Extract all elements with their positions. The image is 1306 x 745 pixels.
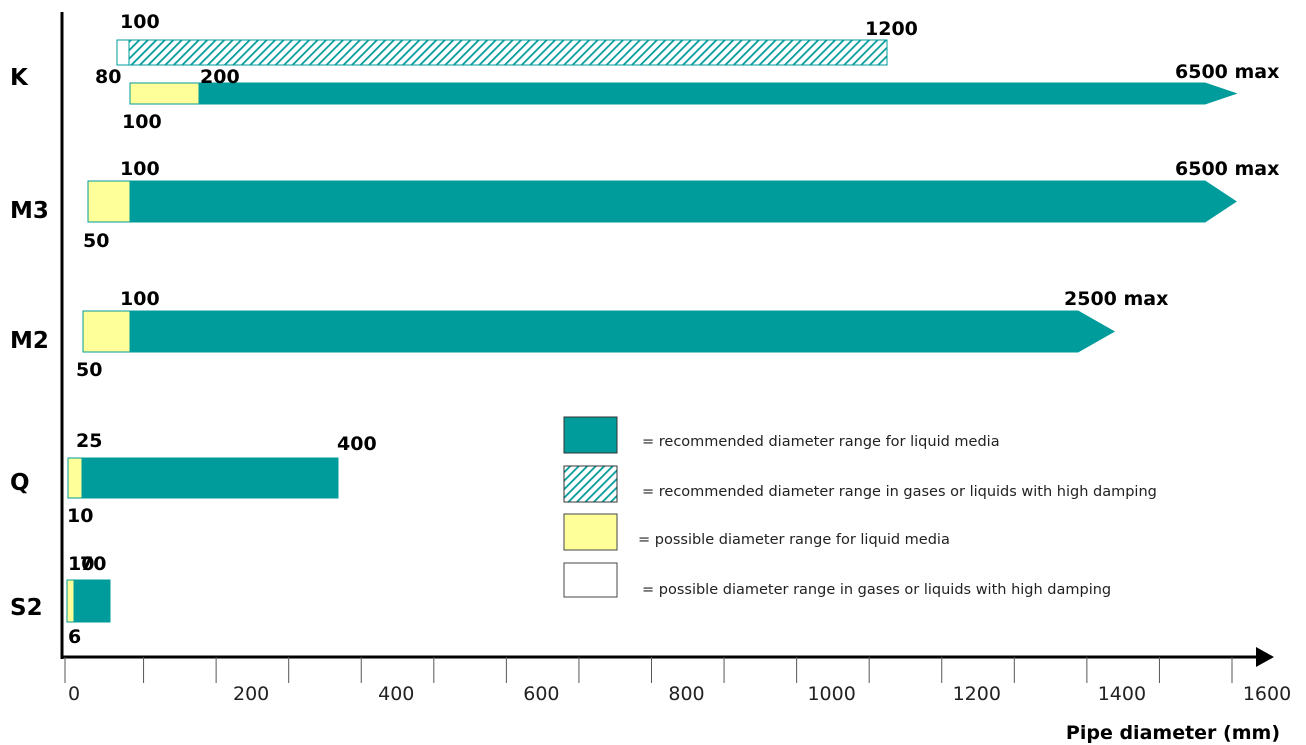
data-label: 200 [200,66,240,88]
series-m2: M2 100 50 2500 max [10,288,1168,381]
series-k: 80 200 100 6500 max [95,61,1279,133]
data-label: 50 [83,230,109,252]
category-label: S2 [10,595,43,621]
legend-label: = possible diameter range in gases or li… [642,582,1111,598]
series-q: Q 25 400 10 [10,430,377,527]
data-label: 100 [120,288,160,310]
data-label: 25 [76,430,102,452]
bar-segment-recommended [81,457,339,499]
data-label: 400 [337,433,377,455]
bar-segment-recommended [129,310,1116,353]
data-label: 100 [120,158,160,180]
legend-swatch-gas_recommended [563,465,618,503]
x-tick-label: 600 [523,683,559,705]
data-label: 10 [68,553,94,575]
series-m3: M3 100 50 6500 max [10,158,1279,252]
bar-segment-recommended [129,180,1237,223]
x-axis-arrowhead [1256,647,1274,667]
legend-swatch-gas_possible [563,562,618,598]
bar-segment-possible [129,82,200,105]
legend-item: = recommended diameter range in gases or… [563,465,1157,503]
legend-item: = possible diameter range for liquid med… [563,513,950,551]
series-k: K 100 1200 [10,11,918,91]
x-tick-label: 1400 [1098,683,1146,705]
bar-segment-gas_possible [116,39,130,66]
bar-segment-recommended [198,82,1238,105]
legend-label: = possible diameter range for liquid med… [638,532,950,548]
data-label: 6 [68,626,81,648]
category-label: M3 [10,198,49,224]
legend-item: = recommended diameter range for liquid … [563,416,1000,454]
legend-swatch-possible [563,513,618,551]
x-tick-label: 200 [233,683,269,705]
x-tick-label: 1200 [953,683,1001,705]
data-label: 6500 max [1175,158,1279,180]
data-label: 100 [120,11,160,33]
bar-segment-possible [66,579,75,623]
legend-label: = recommended diameter range in gases or… [642,484,1157,500]
data-label: 80 [95,66,121,88]
data-label: 6500 max [1175,61,1279,83]
x-tick-label: 800 [668,683,704,705]
data-label: 10 [67,505,93,527]
legend-item: = possible diameter range in gases or li… [563,562,1111,598]
bar-segment-possible [87,180,131,223]
legend-label: = recommended diameter range for liquid … [642,434,1000,450]
bar-segment-possible [67,457,83,499]
bar-segment-gas_recommended [128,39,888,66]
x-tick-label: 0 [68,683,80,705]
bar-segment-recommended [73,579,111,623]
x-axis-title: Pipe diameter (mm) [1066,722,1280,744]
category-label: M2 [10,328,49,354]
legend: = recommended diameter range for liquid … [563,416,1157,598]
bar-segment-possible [82,310,131,353]
data-label: 50 [76,359,102,381]
legend-swatch-recommended [563,416,618,454]
data-label: 100 [122,111,162,133]
category-label: Q [10,470,30,496]
data-label: 70 [80,553,106,575]
data-label: 2500 max [1064,288,1168,310]
category-label: K [10,65,29,91]
x-tick-label: 1000 [807,683,855,705]
x-tick-label: 1600 [1243,683,1291,705]
axes: 0 200 400 600 800 1000 1200 1400 1600 Pipe diamet… [60,12,1291,744]
data-label: 1200 [865,18,918,40]
x-tick-label: 400 [378,683,414,705]
